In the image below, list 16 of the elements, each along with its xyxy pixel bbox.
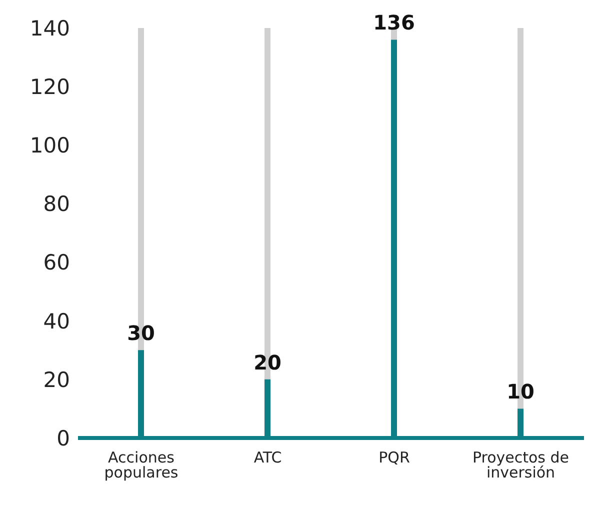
data-label: 10: [506, 380, 534, 404]
y-tick-label: 60: [43, 250, 70, 275]
data-label: 30: [127, 321, 155, 346]
x-tick-label: Proyectos de inversión: [472, 448, 570, 482]
x-tick-label: ATC: [254, 448, 282, 467]
y-tick-label: 120: [30, 75, 70, 100]
y-tick-label: 20: [43, 368, 70, 392]
y-tick-label: 0: [56, 426, 70, 450]
x-tick-label: Acciones populares: [104, 448, 178, 482]
y-tick-label: 140: [30, 16, 70, 40]
data-label: 20: [254, 350, 282, 374]
y-tick-label: 100: [30, 134, 70, 158]
data-label: 136: [373, 10, 415, 35]
y-tick-label: 80: [43, 192, 70, 216]
y-tick-label: 40: [43, 309, 70, 334]
x-tick-label: PQR: [378, 448, 410, 467]
